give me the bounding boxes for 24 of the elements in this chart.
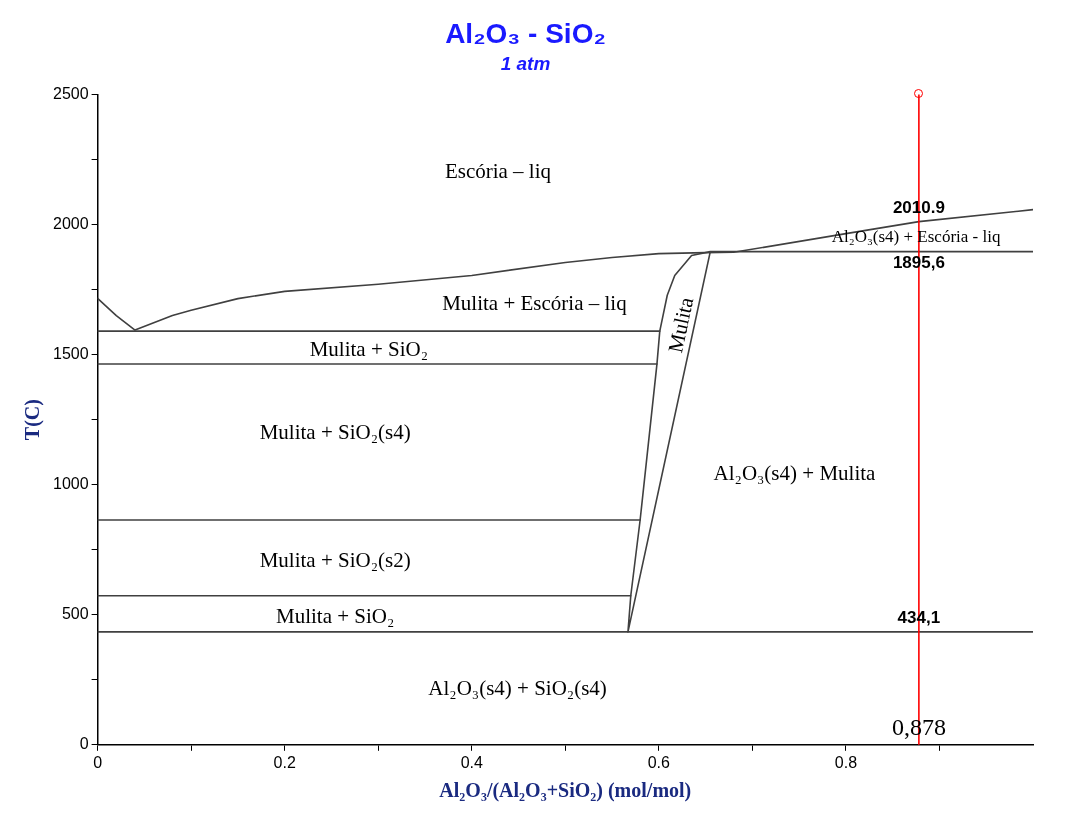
annotation: Mulita + SiO₂(s2): [259, 547, 411, 572]
chart-subtitle: 1 atm: [500, 53, 551, 75]
annotation: Mulita + SiO₂: [309, 336, 429, 361]
y-tick-label: 1000: [53, 475, 89, 493]
x-tick-label: 0.8: [834, 753, 858, 771]
x-tick-label: 0.4: [460, 753, 483, 771]
chart-title: Al₂O₃ - SiO₂: [445, 17, 606, 49]
y-tick-label: 0: [79, 735, 89, 753]
y-axis-title: T(C): [21, 399, 45, 441]
x-axis-title: Al₂O₃/(Al₂O₃+SiO₂) (mol/mol): [439, 779, 692, 803]
y-tick-label: 2500: [53, 84, 89, 102]
x-tick-label: 0.6: [647, 753, 671, 771]
annotation: Mulita + SiO₂(s4): [259, 420, 411, 445]
y-tick-label: 500: [61, 605, 89, 623]
annotation: Mulita: [663, 294, 699, 355]
annotation: Al₂O₃(s4) + SiO₂(s4): [428, 676, 607, 701]
annotation: Mulita + Escória – liq: [442, 290, 628, 315]
annotation: Al₂O₃(s4) + Mulita: [713, 461, 877, 486]
x-tick-label: 0: [93, 753, 103, 771]
x-tick-label: 0.2: [273, 753, 296, 771]
annotation: Escória – liq: [444, 158, 552, 183]
y-tick-label: 1500: [53, 344, 89, 362]
y-tick-label: 2000: [53, 214, 89, 232]
annotation: Mulita + SiO₂: [276, 604, 395, 629]
